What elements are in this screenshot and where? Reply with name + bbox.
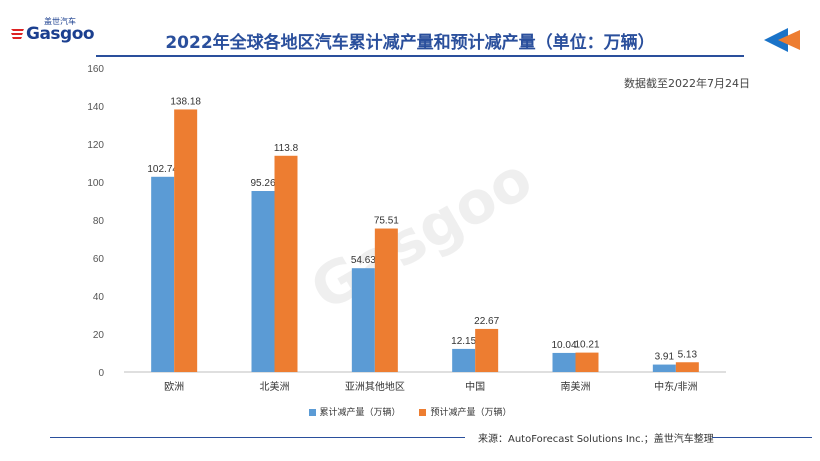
logo-mark-icon — [11, 29, 24, 39]
x-category-label: 中国 — [465, 380, 485, 393]
x-category-label: 南美洲 — [561, 380, 591, 393]
bar-projected — [174, 109, 198, 372]
y-tick-label: 60 — [93, 254, 105, 265]
bar-cumulative — [452, 348, 476, 372]
bar-projected — [475, 328, 499, 372]
source-text: 来源：AutoForecast Solutions Inc.；盖世汽车整理 — [478, 434, 714, 445]
bar-projected — [575, 352, 599, 372]
legend-item-series1: 累计减产量（万辆） — [308, 405, 401, 418]
logo-cn-text: 盖世汽车 — [44, 17, 76, 26]
x-category-label: 欧洲 — [164, 381, 184, 393]
data-label: 113.8 — [274, 143, 299, 154]
x-category-label: 亚洲其他地区 — [345, 380, 405, 393]
legend-swatch-series1 — [308, 409, 316, 416]
y-tick-label: 20 — [93, 330, 105, 341]
data-label: 10.04 — [551, 340, 576, 351]
arrow-left-icon — [764, 28, 800, 52]
title-underline — [96, 55, 744, 57]
y-tick-label: 120 — [87, 140, 104, 151]
legend-label-series2: 预计减产量（万辆） — [430, 408, 512, 418]
legend-item-series2: 预计减产量（万辆） — [419, 405, 511, 418]
legend-label-series1: 累计减产量（万辆） — [319, 408, 401, 418]
data-label: 3.91 — [655, 352, 675, 363]
data-label: 22.67 — [474, 316, 499, 327]
bar-projected — [274, 155, 298, 372]
y-tick-label: 0 — [98, 368, 104, 379]
source-divider-right — [712, 437, 812, 438]
logo-brand-text: Gasgoo — [26, 24, 95, 44]
data-label: 5.13 — [678, 349, 698, 360]
data-label: 12.15 — [451, 336, 476, 347]
y-tick-label: 80 — [93, 216, 105, 227]
page-title: 2022年全球各地区汽车累计减产量和预计减产量（单位：万辆） — [165, 33, 655, 53]
bar-projected — [675, 362, 699, 372]
bar-cumulative — [151, 176, 175, 372]
x-category-label: 北美洲 — [260, 380, 290, 393]
legend-swatch-series2 — [419, 409, 427, 416]
bar-cumulative — [251, 191, 275, 372]
bar-projected — [374, 228, 398, 372]
source-divider-left — [50, 437, 465, 438]
y-tick-label: 100 — [87, 178, 104, 189]
bar-cumulative — [552, 352, 576, 372]
data-label: 75.51 — [374, 216, 399, 227]
bar-cumulative — [351, 268, 375, 372]
x-category-label: 中东/非洲 — [654, 380, 697, 393]
data-label: 95.26 — [250, 178, 275, 189]
y-tick-label: 140 — [87, 102, 104, 113]
y-tick-label: 160 — [87, 64, 104, 75]
data-label: 10.21 — [574, 340, 599, 351]
gasgoo-logo: 盖世汽车 Gasgoo — [10, 17, 95, 60]
data-label: 102.74 — [147, 164, 178, 175]
bar-cumulative — [652, 364, 676, 372]
data-cutoff-note: 数据截至2022年7月24日 — [624, 77, 750, 90]
y-tick-label: 40 — [93, 292, 105, 303]
data-label: 138.18 — [170, 96, 201, 107]
data-label: 54.63 — [351, 255, 376, 266]
chart-legend: 累计减产量（万辆） 预计减产量（万辆） — [0, 405, 820, 418]
